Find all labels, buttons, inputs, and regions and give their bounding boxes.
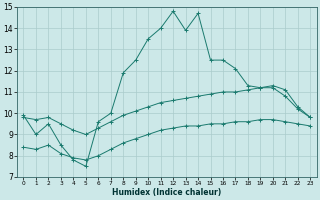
X-axis label: Humidex (Indice chaleur): Humidex (Indice chaleur) [112,188,221,197]
